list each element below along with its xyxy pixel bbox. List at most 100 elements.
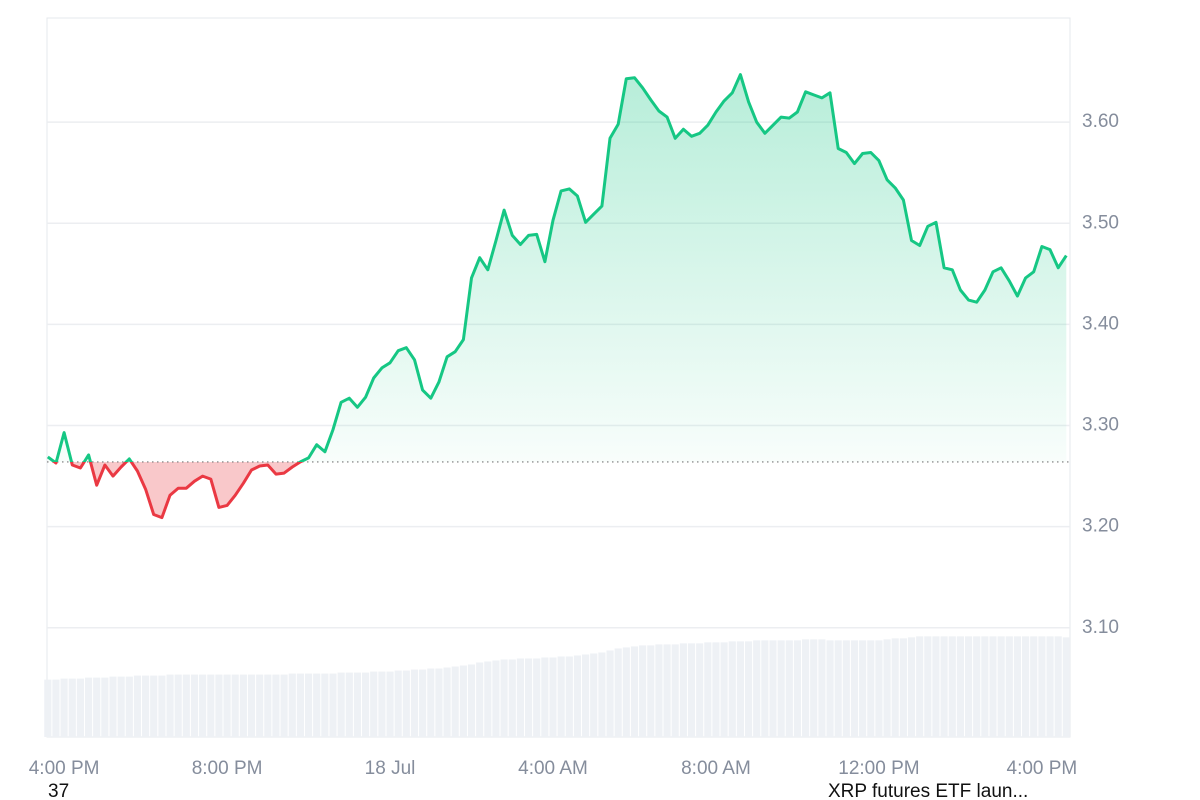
volume-bar: [989, 636, 997, 737]
volume-bar: [256, 674, 264, 737]
volume-bar: [435, 668, 443, 737]
volume-bar: [744, 641, 753, 737]
volume-bar: [264, 674, 272, 737]
volume-bar: [304, 673, 313, 737]
volume-bar: [272, 674, 280, 737]
volume-bar: [826, 640, 834, 737]
volume-bar: [867, 640, 875, 737]
volume-bar: [467, 664, 476, 737]
volume-bar: [1030, 636, 1038, 737]
volume-bar: [500, 659, 508, 737]
volume-bar: [207, 674, 215, 737]
volume-bar: [704, 642, 712, 737]
volume-bar: [353, 672, 362, 737]
volume-bar: [769, 640, 777, 737]
volume-bar: [508, 659, 516, 737]
volume-bar: [296, 673, 304, 737]
volume-bar: [1062, 637, 1070, 737]
volume-bar: [142, 675, 150, 737]
y-tick-label: 3.10: [1082, 617, 1119, 638]
volume-bar: [52, 679, 60, 737]
volume-bar: [394, 670, 402, 737]
volume-bar: [166, 674, 174, 737]
volume-bar: [614, 648, 622, 737]
volume-bar: [916, 636, 924, 737]
volume-bar: [182, 674, 190, 737]
x-tick-label: 4:00 PM: [1007, 758, 1078, 779]
volume-bar: [622, 647, 630, 737]
volume-bar: [761, 640, 769, 737]
y-tick-label: 3.40: [1082, 313, 1119, 334]
volume-bar: [337, 672, 345, 737]
volume-bar: [1013, 636, 1022, 737]
volume-bar: [565, 656, 573, 737]
volume-bar: [459, 665, 467, 737]
volume-bar: [687, 643, 696, 737]
volume-bar: [101, 677, 109, 737]
volume-bar: [239, 674, 247, 737]
volume-bar: [362, 672, 370, 737]
volume-bar: [940, 636, 948, 737]
volume-bar: [402, 670, 410, 737]
volume-bar: [524, 658, 533, 737]
x-tick-label: 8:00 PM: [192, 758, 263, 779]
volume-bar: [720, 642, 728, 737]
volume-bar: [378, 671, 386, 737]
volume-bar: [736, 641, 744, 737]
volume-bar: [125, 676, 133, 737]
annotation: XRP futures ETF laun...: [828, 781, 1028, 800]
volume-bar: [850, 640, 859, 737]
volume-bar: [199, 674, 207, 737]
volume-bar: [68, 678, 76, 737]
volume-bar: [1005, 636, 1013, 737]
volume-bar: [606, 650, 614, 737]
volume-bar: [663, 644, 671, 737]
x-tick-label: 4:00 PM: [29, 758, 100, 779]
volume-bar: [712, 642, 720, 737]
volume-bar: [948, 636, 956, 737]
volume-bar: [1054, 636, 1062, 737]
volume-bar: [573, 655, 582, 737]
volume-bar: [1022, 636, 1030, 737]
volume-bar: [133, 675, 142, 737]
volume-bar: [288, 673, 296, 737]
volume-bar: [370, 671, 378, 737]
volume-bar: [981, 636, 989, 737]
volume-bar: [419, 669, 427, 737]
volume-bar: [973, 636, 981, 737]
volume-bar: [541, 657, 549, 737]
volume-bar: [671, 644, 679, 737]
volume-bar: [728, 641, 736, 737]
volume-bar: [231, 674, 239, 737]
area: [47, 74, 1067, 518]
volume-bar: [443, 667, 451, 737]
volume-bar: [1038, 636, 1046, 737]
volume-bar: [280, 674, 288, 737]
x-tick-label: 18 Jul: [365, 758, 416, 779]
annotation: 37: [48, 781, 69, 800]
volume-bar: [158, 675, 166, 737]
y-tick-label: 3.30: [1082, 415, 1119, 436]
volume-bar: [60, 678, 68, 737]
y-tick-label: 3.60: [1082, 111, 1119, 132]
volume-bar: [150, 675, 158, 737]
volume-bar: [1046, 636, 1054, 737]
volume-bar: [907, 637, 916, 737]
price-line: [46, 73, 1068, 520]
volume-bar: [174, 674, 182, 737]
volume-bar: [842, 640, 850, 737]
volume-bar: [891, 638, 899, 737]
volume-bar: [76, 678, 84, 737]
volume-bar: [785, 640, 793, 737]
y-tick-label: 3.20: [1082, 516, 1119, 537]
volume-bar: [484, 661, 492, 737]
x-tick-label: 4:00 AM: [518, 758, 588, 779]
volume-bar: [924, 636, 932, 737]
volume-bar: [997, 636, 1005, 737]
volume-bar: [386, 671, 394, 737]
volume-bar: [834, 640, 842, 737]
volume-bar: [956, 636, 964, 737]
volume-bar: [793, 640, 802, 737]
volume-bar: [476, 662, 484, 737]
